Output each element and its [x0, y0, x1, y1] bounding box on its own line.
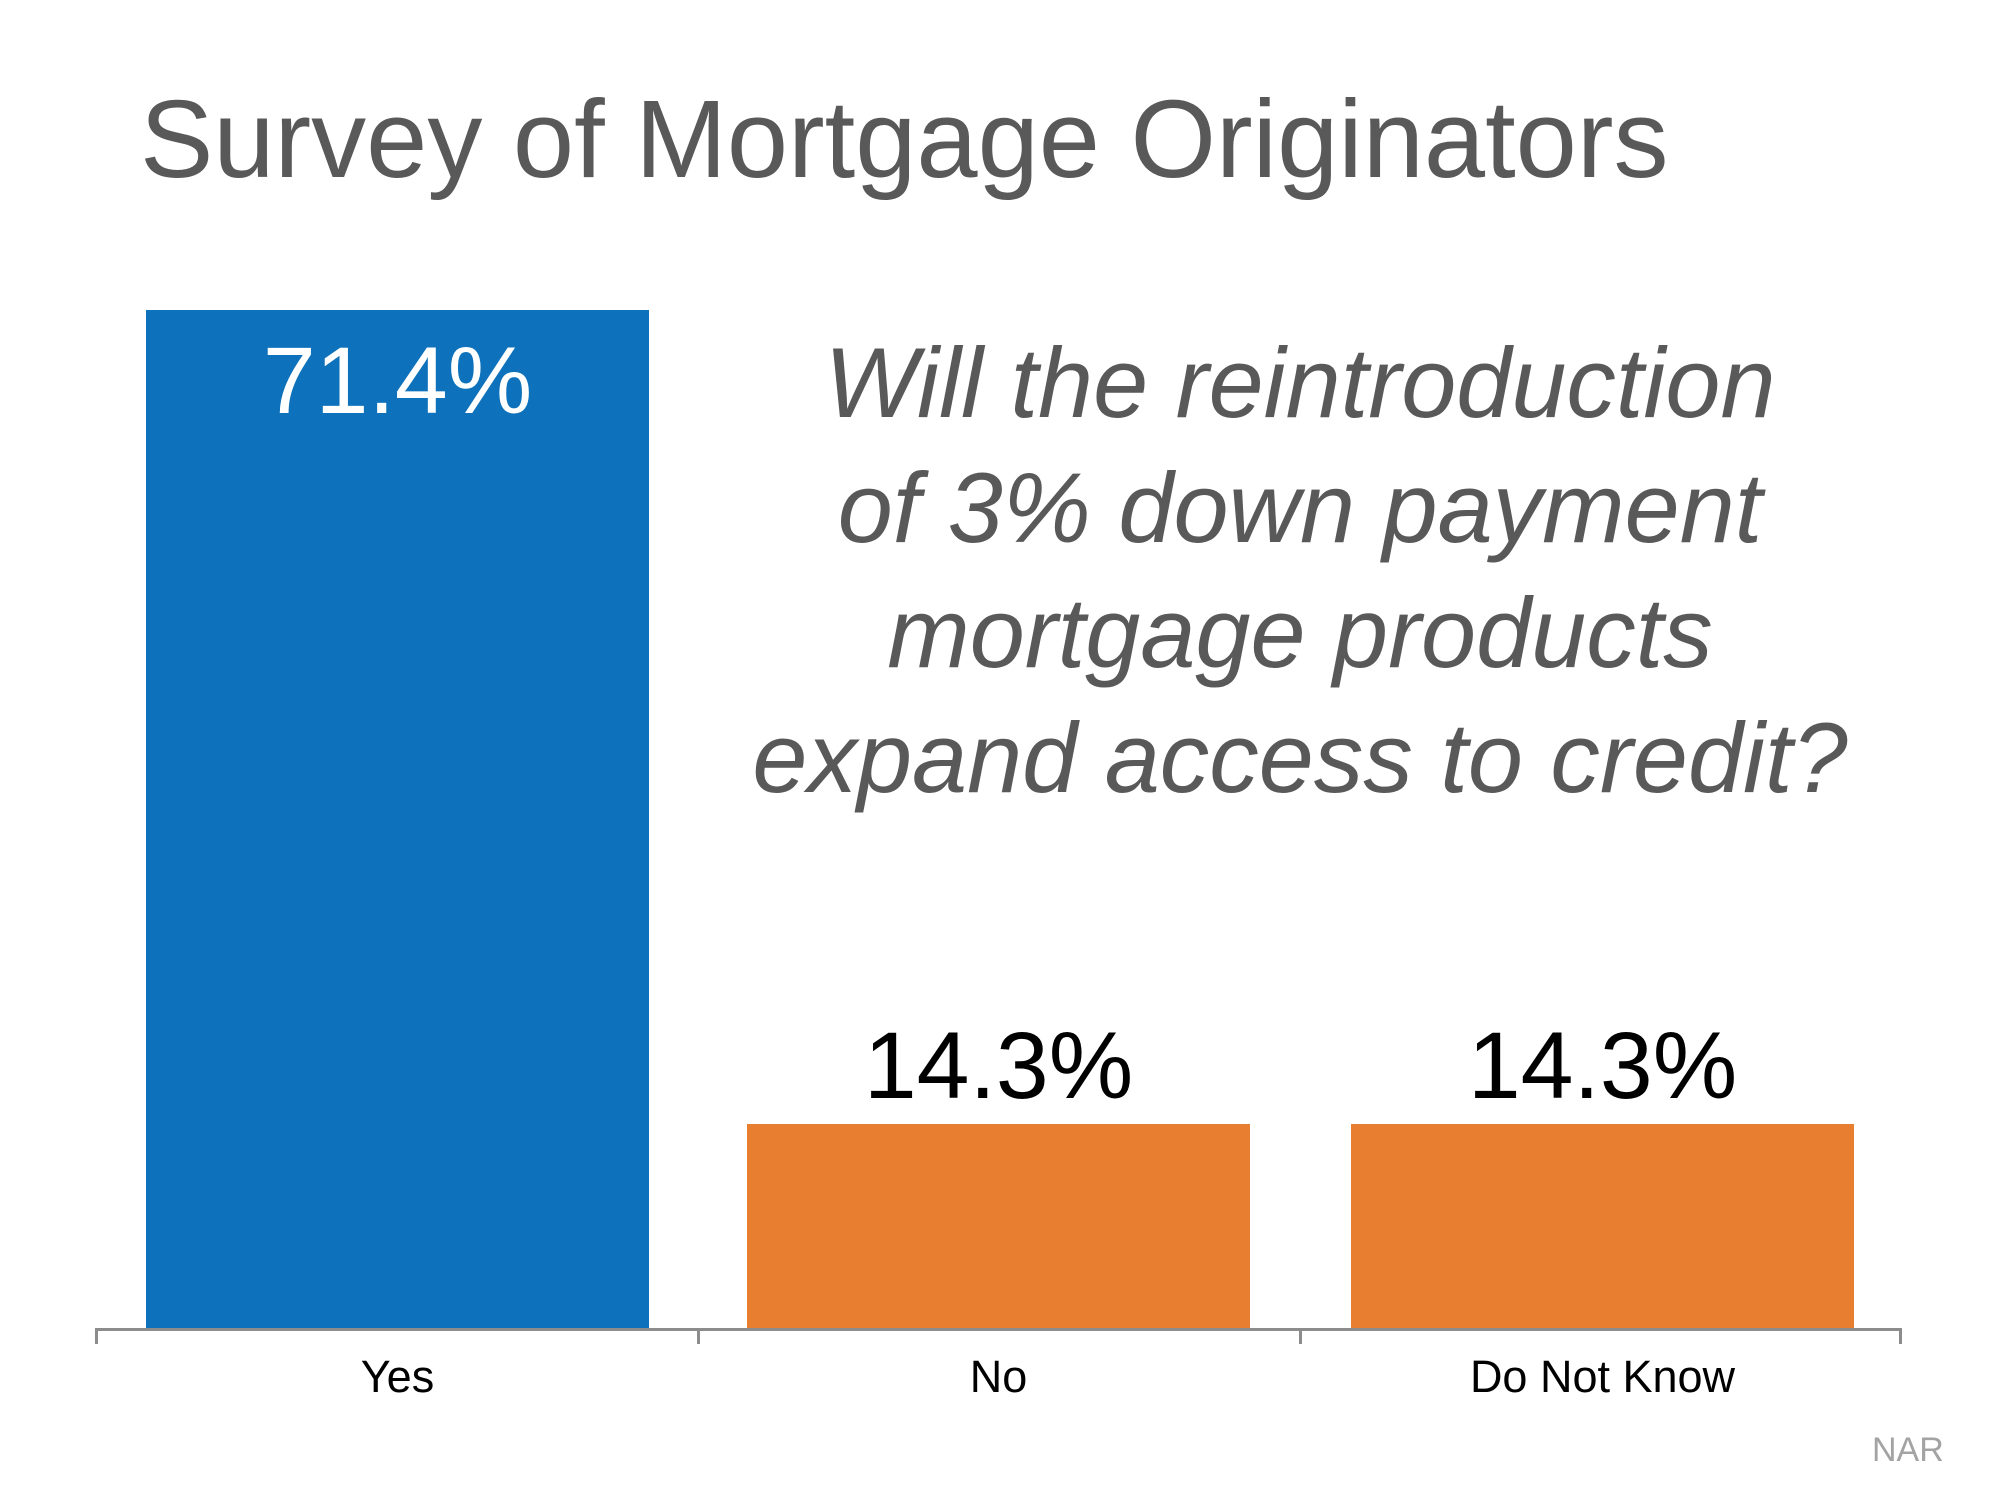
bar-do-not-know: 14.3%	[1351, 1019, 1854, 1328]
question-line: mortgage products	[887, 577, 1713, 688]
value-label-yes: 71.4%	[262, 328, 533, 434]
value-label-do-not-know: 14.3%	[1467, 1013, 1738, 1119]
x-axis-tick	[1299, 1328, 1302, 1344]
chart-title: Survey of Mortgage Originators	[140, 78, 1669, 201]
x-axis-tick	[697, 1328, 700, 1344]
question-line: Will the reintroduction	[824, 327, 1776, 438]
category-label-yes: Yes	[360, 1351, 435, 1402]
question-line: of 3% down payment	[837, 452, 1763, 563]
x-axis-line	[95, 1328, 1902, 1331]
value-label-no: 14.3%	[863, 1013, 1134, 1119]
category-label-do-not-know: Do Not Know	[1469, 1351, 1736, 1402]
bar-no: 14.3%	[747, 1019, 1250, 1328]
bar-yes: 71.4%	[146, 310, 649, 1328]
x-axis-tick	[1899, 1328, 1902, 1344]
survey-question-annotation: Will the reintroduction of 3% down payme…	[700, 320, 1900, 820]
source-attribution: NAR	[1872, 1431, 1944, 1469]
x-axis-tick	[95, 1328, 98, 1344]
question-line: expand access to credit?	[752, 702, 1848, 813]
category-label-no: No	[969, 1351, 1028, 1402]
